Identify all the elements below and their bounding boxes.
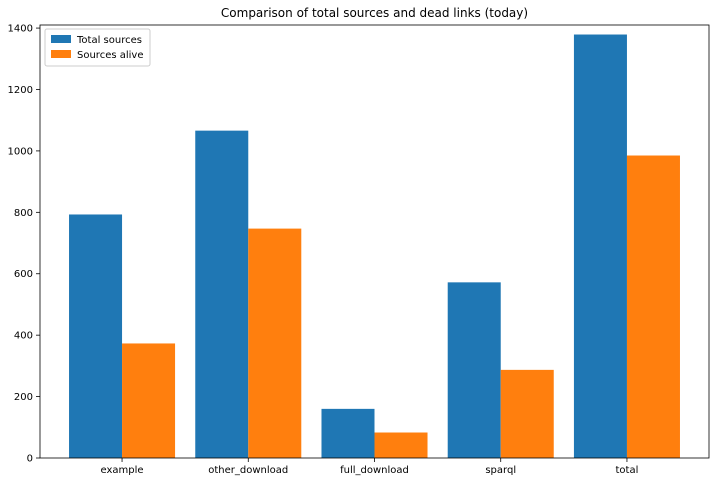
bar-sparql-total-sources xyxy=(447,282,501,458)
bar-other_download-sources-alive xyxy=(248,228,302,458)
bar-total-sources-alive xyxy=(626,155,680,458)
axes-layer: 0 200 400 600 800 1000 1200 1400 example other_do… xyxy=(8,24,710,476)
chart-title: Comparison of total sources and dead lin… xyxy=(221,6,528,20)
legend-swatch-total-sources xyxy=(51,35,71,43)
legend-label-total-sources: Total sources xyxy=(76,35,142,46)
legend-swatch-sources-alive xyxy=(51,50,71,58)
y-tick-label: 0 xyxy=(27,454,33,465)
x-tick-label-example: example xyxy=(101,465,144,476)
y-tick-label: 200 xyxy=(14,392,33,403)
bar-example-total-sources xyxy=(69,214,123,458)
x-tick-label-other_download: other_download xyxy=(208,465,288,476)
legend-label-sources-alive: Sources alive xyxy=(77,50,144,61)
legend: Total sources Sources alive xyxy=(44,28,151,67)
bars-layer xyxy=(69,34,680,458)
bar-other_download-total-sources xyxy=(195,130,249,458)
x-tick-label-sparql: sparql xyxy=(485,465,516,476)
y-tick-label: 600 xyxy=(14,269,33,280)
bar-sparql-sources-alive xyxy=(500,369,554,458)
y-tick-label: 400 xyxy=(14,331,33,342)
y-tick-label: 1400 xyxy=(8,24,33,35)
y-tick-label: 800 xyxy=(14,208,33,219)
bar-full_download-total-sources xyxy=(321,408,375,458)
x-tick-label-full_download: full_download xyxy=(340,465,409,476)
bar-full_download-sources-alive xyxy=(374,432,428,458)
y-tick-label: 1200 xyxy=(8,85,33,96)
bar-total-total-sources xyxy=(573,34,627,458)
legend-box xyxy=(44,28,151,67)
bar-example-sources-alive xyxy=(122,343,176,458)
x-tick-label-total: total xyxy=(616,465,639,476)
y-tick-label: 1000 xyxy=(8,146,33,157)
